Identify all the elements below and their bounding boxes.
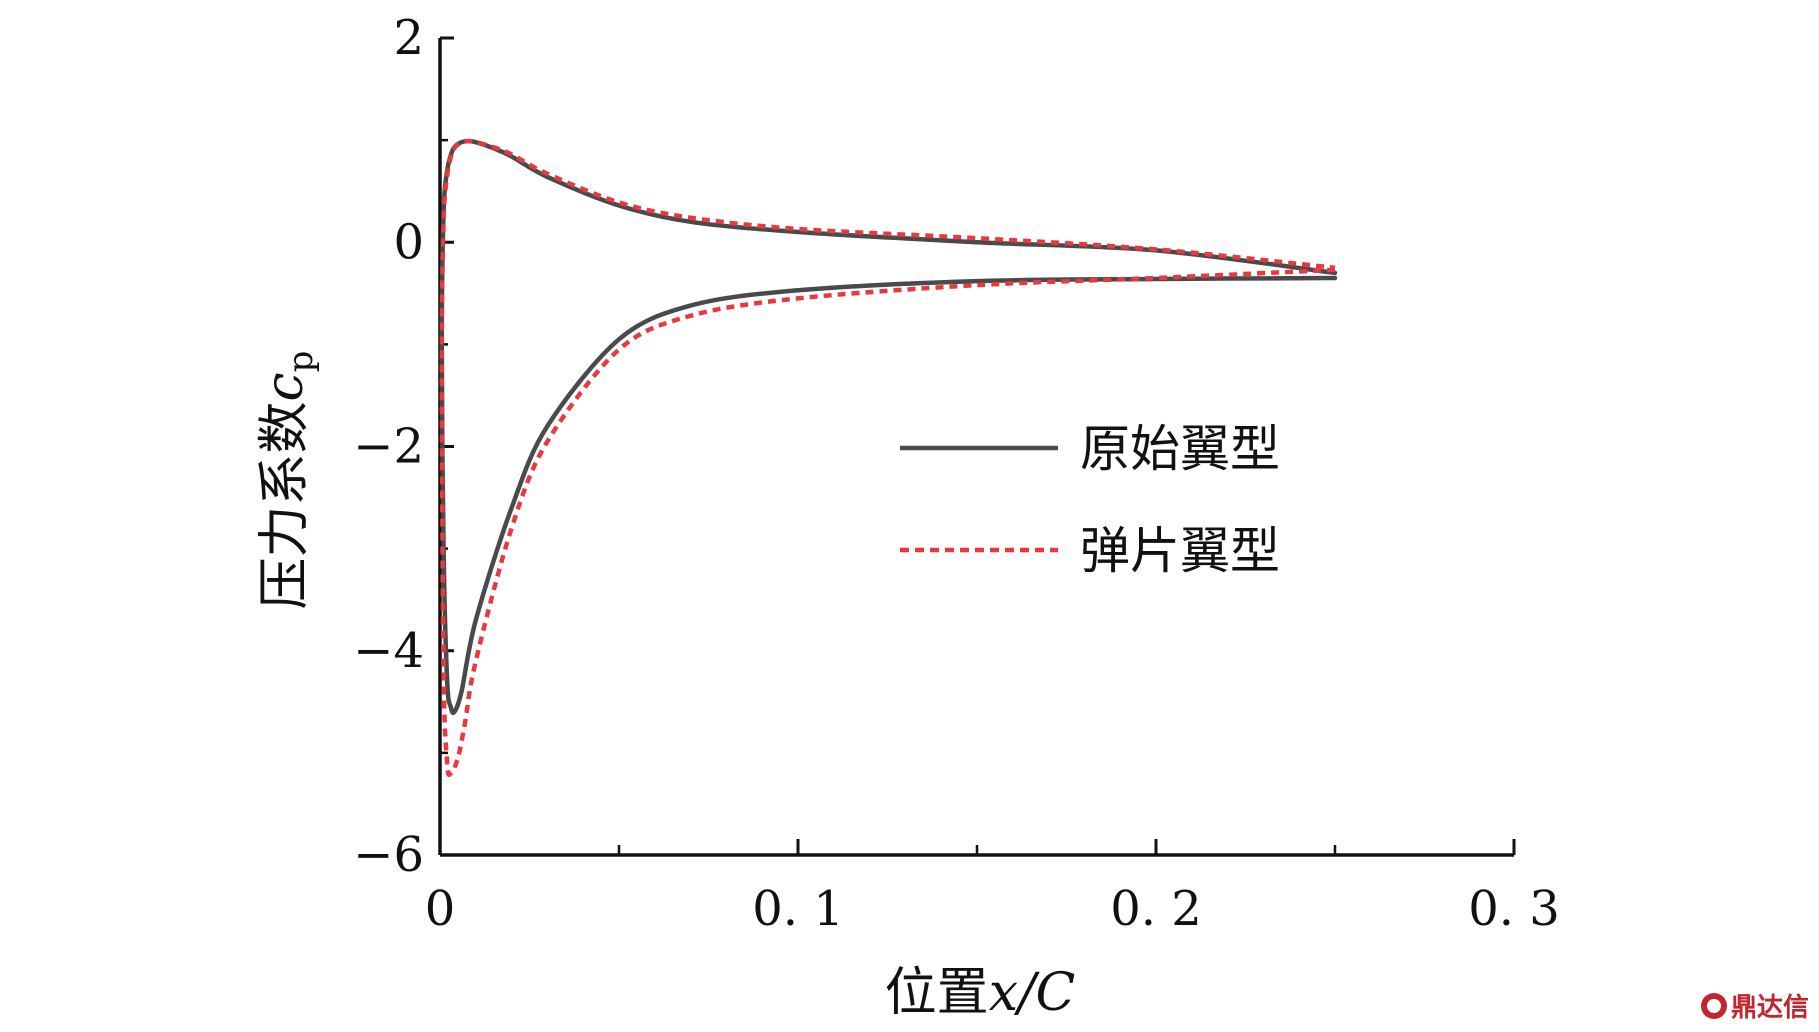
y-axis-title: 压力系数cp xyxy=(255,351,321,610)
y-tick-label: −4 xyxy=(353,623,424,679)
x-axis-title: 位置x/C xyxy=(885,963,1076,1023)
y-tick-label: 2 xyxy=(393,10,424,66)
x-tick-label: 0. 1 xyxy=(752,881,844,937)
watermark-text: 鼎达信 xyxy=(1730,993,1809,1023)
x-tick-label: 0. 3 xyxy=(1468,881,1560,937)
y-tick-label: 0 xyxy=(393,214,424,270)
x-axis-title-var: x/C xyxy=(989,963,1076,1023)
legend: 原始翼型 弹片翼型 xyxy=(900,420,1280,580)
watermark-logo-icon xyxy=(1700,992,1727,1019)
y-axis-title-sub: p xyxy=(281,351,321,373)
x-tick-label: 0. 2 xyxy=(1110,881,1202,937)
plot-lines xyxy=(439,138,1338,777)
y-axis-title-cn: 压力系数 xyxy=(255,401,315,609)
series-line-elastic xyxy=(439,138,1336,777)
axes: 20−2−4−60 0. 1 0. 2 0. 3 xyxy=(353,10,1560,937)
legend-label-elastic: 弹片翼型 xyxy=(1080,522,1280,580)
x-tick-label: 0 xyxy=(425,881,456,937)
y-axis-title-var: c xyxy=(255,372,315,401)
y-tick-label: −6 xyxy=(353,827,424,883)
x-axis-title-cn: 位置 xyxy=(885,963,989,1023)
legend-label-original: 原始翼型 xyxy=(1080,420,1280,478)
watermark: 鼎达信 xyxy=(1700,987,1809,1024)
y-tick-label: −2 xyxy=(353,419,424,475)
